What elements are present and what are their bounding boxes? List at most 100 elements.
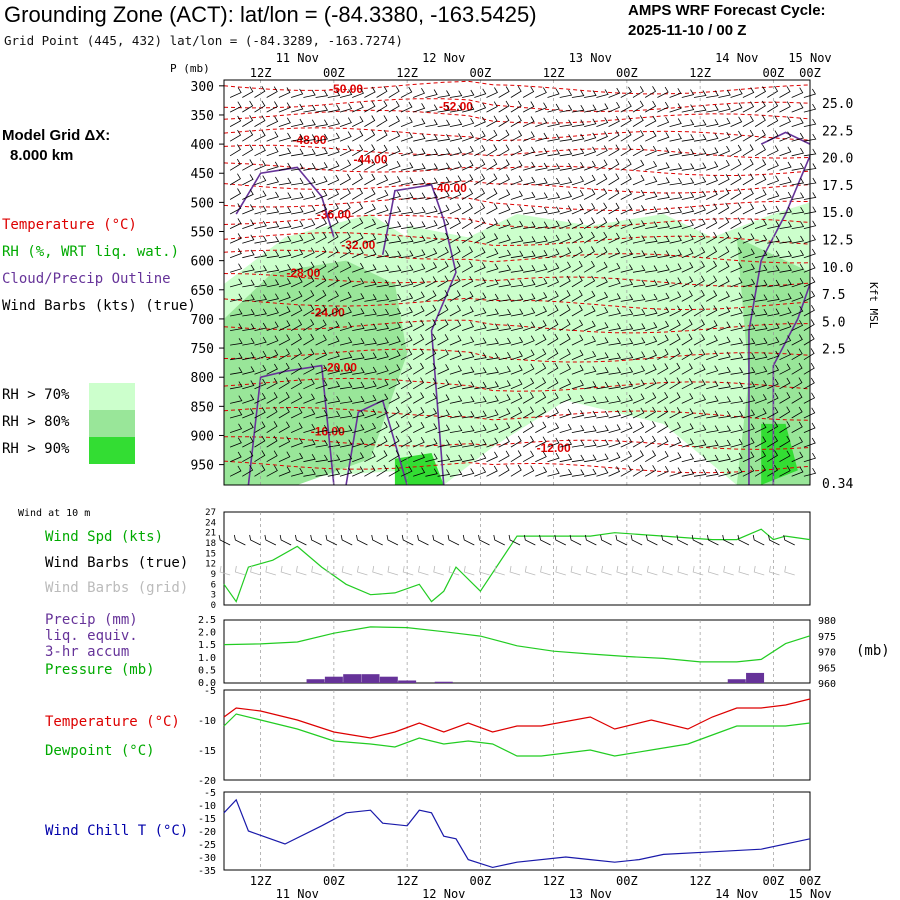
wind-barb	[449, 469, 463, 477]
wind-barb	[461, 145, 474, 157]
wind-barb	[437, 246, 449, 259]
wind-barb	[755, 337, 768, 346]
wind-barb	[327, 425, 341, 433]
wind-barb	[352, 293, 365, 302]
wind-barb	[425, 408, 438, 419]
wind-barb	[645, 265, 658, 273]
wind-barb	[486, 395, 499, 404]
legend-rh70-swatch	[89, 383, 135, 410]
wind-barb	[693, 289, 705, 302]
wind-barb	[571, 147, 585, 157]
temperature-contour-line	[223, 109, 811, 124]
wind-barb	[584, 104, 597, 113]
wind-barb	[400, 363, 413, 375]
legend-liq-equiv: liq. equiv.	[45, 628, 138, 644]
wind-barb	[718, 396, 731, 404]
wind-barb	[645, 221, 658, 229]
wind-barb	[376, 379, 389, 390]
wind-barb	[584, 90, 597, 98]
precip-panel-frame	[223, 619, 811, 684]
height-tick-label: 25.0	[822, 97, 853, 112]
surface-barb-grid	[448, 565, 460, 576]
wind-barb	[400, 306, 413, 317]
wind-barb	[803, 192, 817, 200]
wind-barb	[767, 364, 780, 375]
wind-barb	[742, 409, 756, 419]
wind-barb	[657, 391, 669, 404]
wind-barb	[254, 235, 267, 244]
wind-barb	[498, 294, 512, 302]
wind-barb	[767, 100, 779, 113]
wind-barb	[425, 104, 438, 113]
wind-barb	[632, 235, 646, 244]
wind-barb	[498, 249, 512, 259]
wind-barb	[596, 352, 609, 361]
time-tick-label-bottom: 00Z	[470, 874, 492, 888]
wind-barb	[693, 379, 706, 390]
wind-barb	[608, 173, 620, 186]
wind-barb	[742, 465, 755, 477]
wind-barb	[327, 260, 339, 273]
wind-barb	[266, 307, 279, 317]
wind-barb	[523, 264, 536, 273]
wind-barb	[535, 87, 547, 98]
wind-barb	[303, 408, 316, 419]
wind-barb	[522, 146, 535, 157]
wind-barb	[352, 262, 364, 273]
precip-bar	[361, 674, 380, 683]
legend-precip: Precip (mm)	[45, 612, 138, 628]
wind-barb	[278, 292, 291, 302]
wind-barb	[474, 202, 486, 215]
wind-barb	[290, 407, 303, 419]
wind-barb	[242, 464, 254, 477]
wind-barb	[693, 349, 706, 361]
wind-barb	[461, 261, 474, 273]
wind-barb	[767, 378, 779, 390]
wind-barb	[376, 351, 389, 361]
wind-barb	[730, 262, 743, 273]
wind-barb	[339, 103, 353, 113]
wind-barb	[315, 218, 327, 229]
wind-barb	[242, 174, 254, 186]
wind-barb	[571, 275, 583, 288]
wind-barb	[681, 468, 695, 477]
temperature-contour-label: -28.00	[286, 266, 320, 280]
wind-barb	[364, 408, 377, 419]
wind-barb	[315, 319, 327, 331]
wind-barb	[730, 232, 742, 244]
wind-barb	[559, 191, 573, 200]
time-tick-label-top: 12Z	[396, 66, 418, 80]
wind-barb	[620, 188, 632, 200]
wind-barb	[791, 421, 803, 433]
surface-barb-grid	[494, 565, 505, 576]
surface-barb-grid	[784, 565, 795, 576]
wind-barb	[327, 290, 339, 302]
wind-barb	[754, 394, 767, 404]
wind-barb	[462, 425, 475, 433]
wind-barb	[266, 221, 280, 229]
wind-barb	[486, 248, 499, 259]
wind-barb	[413, 452, 425, 463]
wind-barb	[754, 219, 767, 229]
wind-barb	[779, 131, 792, 142]
wind-barb	[620, 323, 634, 331]
wind-barb	[254, 350, 267, 361]
wind-barb	[559, 333, 571, 346]
wind-barb	[669, 177, 683, 186]
wind-barb	[535, 292, 548, 302]
wind-speed-tick: 3	[211, 591, 216, 601]
wind-barb	[376, 204, 389, 215]
wind-barb	[364, 323, 377, 331]
wind-barb	[535, 377, 547, 390]
cloud-outline	[345, 399, 408, 486]
date-label-bottom: 13 Nov	[569, 887, 612, 900]
wind-barb	[278, 249, 292, 259]
wind-barb	[632, 189, 645, 200]
temperature-contour-label: -52.00	[439, 99, 473, 113]
wind-barb	[693, 261, 705, 273]
wind-speed-tick: 6	[211, 580, 216, 590]
wind-barb	[754, 422, 767, 433]
wind-barb	[669, 148, 683, 157]
wind-barb	[693, 246, 706, 259]
temperature-contour-label: -20.00	[323, 360, 357, 374]
